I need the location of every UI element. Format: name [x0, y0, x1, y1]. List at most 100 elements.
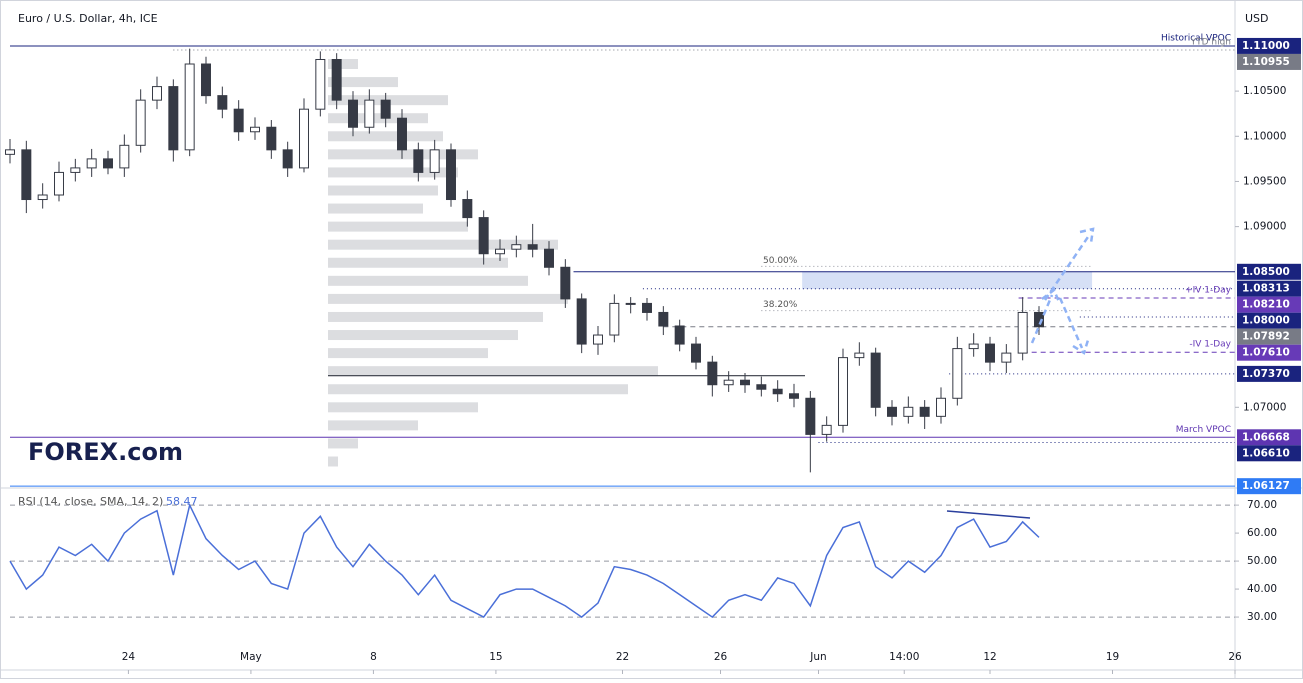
candle-body [838, 357, 848, 426]
candle-body [266, 126, 277, 151]
currency: USD [1245, 12, 1269, 25]
y-tick-label: 70.00 [1247, 499, 1277, 511]
y-tick-label: 1.10500 [1243, 85, 1286, 97]
candle-body [299, 108, 309, 169]
volume-bar [328, 293, 568, 304]
level-label: 1.08210 [1242, 299, 1290, 311]
fib-label: 38.20% [763, 300, 798, 310]
candle-body [723, 379, 734, 386]
candle-body [233, 108, 244, 133]
level-label-box [1237, 328, 1301, 345]
candle-body [331, 58, 342, 101]
candle-body [887, 406, 897, 417]
level-label-box [1237, 445, 1301, 462]
volume-bar [328, 438, 358, 449]
level-label-box [1237, 429, 1301, 446]
candle-body [674, 325, 685, 345]
volume-bar [328, 77, 398, 88]
target-zone [802, 271, 1093, 289]
x-tick-label: 14:00 [889, 651, 919, 663]
candle-body [968, 343, 979, 350]
volume-bar [328, 311, 543, 322]
level-note: Historical VPOC [1161, 33, 1231, 43]
candle-body [250, 126, 260, 133]
level-label-box [1237, 344, 1301, 361]
candle-body [135, 99, 146, 146]
x-tick-label: 19 [1106, 651, 1119, 663]
volume-bar [328, 131, 443, 142]
volume-bar [328, 456, 338, 467]
x-tick-label: 26 [1228, 651, 1242, 663]
candle-body [1034, 311, 1044, 328]
volume-bar [328, 257, 508, 268]
level-label: 1.06610 [1242, 447, 1290, 459]
candle-body [772, 388, 783, 395]
y-tick-label: 1.09500 [1243, 175, 1286, 187]
level-label: 1.10955 [1242, 56, 1290, 68]
volume-bar [328, 366, 658, 377]
candle-body [364, 99, 375, 128]
candle-body [5, 149, 15, 155]
chart-title: Euro / U.S. Dollar, 4h, ICE [18, 12, 158, 25]
rsi-last: 58.47 [166, 495, 198, 508]
y-tick-label: 50.00 [1247, 555, 1277, 567]
level-note: March VPOC [1176, 425, 1231, 435]
candle-body [952, 348, 963, 399]
candle-body [919, 406, 930, 417]
candle-body [168, 86, 179, 151]
candle-body [870, 352, 881, 408]
rsi-line [9, 502, 1040, 619]
candle-body [903, 406, 914, 417]
candle-body [282, 149, 293, 169]
y-tick-label: 1.07000 [1243, 401, 1286, 413]
volume-bar [328, 185, 438, 196]
logo: FOREX.com [28, 438, 183, 466]
y-tick-label: 1.10000 [1243, 130, 1286, 142]
candle-body [707, 361, 718, 386]
level-label: 1.07892 [1242, 331, 1290, 343]
candle-body [86, 158, 97, 169]
candle-body [184, 63, 195, 151]
candle-body [560, 266, 571, 300]
candle-body [478, 217, 489, 255]
level-label: 1.07370 [1242, 368, 1290, 380]
candle-body [217, 95, 228, 110]
volume-bar [328, 275, 528, 286]
scenario-arrows [1030, 227, 1095, 355]
level-label: 1.08000 [1242, 315, 1290, 327]
level-label: 1.06127 [1242, 480, 1290, 492]
candle-body [511, 244, 522, 250]
candle-body [625, 302, 636, 305]
level-label: 1.08500 [1242, 266, 1290, 278]
candle-body [152, 86, 162, 101]
candle-body [985, 343, 995, 363]
volume-bar [328, 59, 358, 70]
candle-body [70, 167, 81, 173]
candle-body [54, 171, 64, 196]
x-tick-label: 8 [370, 651, 377, 663]
candle-body [446, 149, 456, 201]
level-label: 1.07610 [1242, 347, 1290, 359]
volume-bar [328, 203, 423, 214]
volume-bar [328, 149, 478, 160]
candle-body [854, 352, 865, 359]
level-label-box [1237, 365, 1301, 382]
candle-body [576, 298, 587, 345]
volume-bar [328, 221, 468, 232]
level-label: 1.08313 [1242, 283, 1290, 295]
candle-body [936, 397, 946, 417]
candle-body [103, 158, 113, 169]
level-label-box [1237, 37, 1301, 54]
candle-body [805, 397, 816, 435]
candle-body [593, 334, 603, 345]
candle-body [348, 99, 358, 128]
level-label-box [1237, 478, 1301, 495]
candle-body [201, 63, 211, 97]
volume-bar [328, 239, 558, 250]
candle-body [821, 424, 832, 435]
y-tick-label: 1.09000 [1243, 221, 1286, 233]
y-tick-label: 30.00 [1247, 611, 1277, 623]
x-tick-label: 15 [489, 651, 502, 663]
x-tick-label: 22 [616, 651, 629, 663]
